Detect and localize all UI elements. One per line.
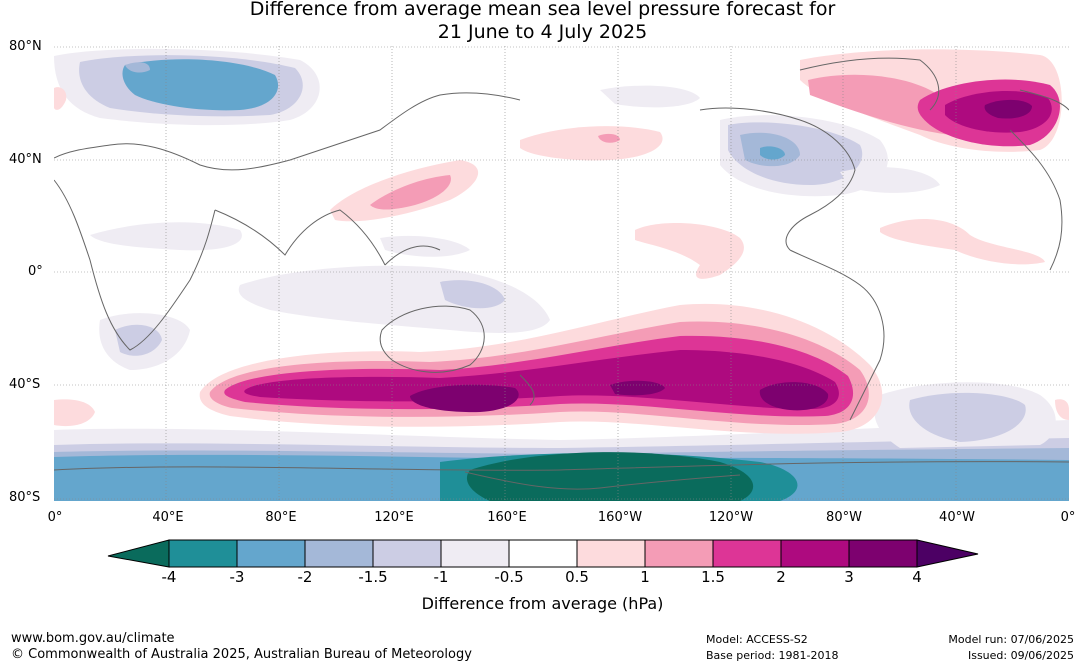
anomaly-field: [54, 46, 1069, 501]
colorbar-bin: [168, 539, 238, 568]
base-period: Base period: 1981-2018: [706, 649, 839, 662]
lat-label-80n: 80°N: [9, 39, 42, 54]
colorbar-bin: [236, 539, 306, 568]
lon-label-160e: 160°E: [487, 510, 527, 525]
colorbar-tick-label: -1.5: [358, 568, 388, 586]
lat-label-40s: 40°S: [9, 377, 41, 392]
issued-date: Issued: 09/06/2025: [967, 649, 1074, 662]
copyright-text: © Commonwealth of Australia 2025, Austra…: [11, 647, 472, 662]
colorbar-tick-label: -3: [229, 568, 245, 586]
model-name: Model: ACCESS-S2: [706, 633, 808, 646]
website-link[interactable]: www.bom.gov.au/climate: [11, 631, 175, 646]
colorbar-bin: [440, 539, 510, 568]
map-title-line2: 21 June to 4 July 2025: [437, 21, 648, 43]
colorbar-tick-label: -1: [433, 568, 449, 586]
colorbar-bin: [372, 539, 442, 568]
colorbar-tick-label: 0.5: [565, 568, 589, 586]
lon-label-120w: 120°W: [708, 510, 754, 525]
colorbar-tick-label: 2: [776, 568, 786, 586]
model-run-date: Model run: 07/06/2025: [948, 633, 1074, 646]
colorbar-tick-label: 1.5: [701, 568, 725, 586]
lon-label-0-left: 0°: [47, 510, 63, 525]
antarctic-strongest-negative: [466, 452, 754, 501]
colorbar-bin: [644, 539, 714, 568]
siberia-negative: [122, 59, 279, 111]
colorbar-tick-label: 3: [844, 568, 854, 586]
colorbar-title: Difference from average (hPa): [421, 594, 664, 613]
lon-label-40e: 40°E: [152, 510, 184, 525]
lat-label-40n: 40°N: [9, 152, 42, 167]
colorbar-min-extension: [107, 539, 170, 568]
colorbar-bin: [780, 539, 850, 568]
colorbar-bin: [304, 539, 374, 568]
colorbar-tick-label: 4: [912, 568, 922, 586]
colorbar-max-extension: [916, 539, 979, 568]
north-atlantic-strongest-positive: [984, 99, 1032, 119]
map-title-line1: Difference from average mean sea level p…: [249, 0, 836, 20]
lon-label-0-right: 0°: [1060, 510, 1076, 525]
lon-label-40w: 40°W: [939, 510, 975, 525]
colorbar-tick-label: -4: [161, 568, 177, 586]
lat-label-80s: 80°S: [9, 490, 41, 505]
colorbar-tick-label: 1: [640, 568, 650, 586]
lon-label-80w: 80°W: [826, 510, 862, 525]
colorbar-bin: [712, 539, 782, 568]
colorbar-tick-label: -2: [297, 568, 313, 586]
colorbar-bin: [576, 539, 646, 568]
coastlines: [54, 57, 1069, 490]
lon-label-160w: 160°W: [597, 510, 643, 525]
lon-label-120e: 120°E: [374, 510, 414, 525]
colorbar: [107, 539, 979, 568]
southern-strongest-positive: [410, 384, 519, 413]
colorbar-bin: [508, 539, 578, 568]
colorbar-tick-label: -0.5: [494, 568, 524, 586]
colorbar-bin: [848, 539, 918, 568]
lon-label-80e: 80°E: [265, 510, 297, 525]
graticule: [54, 46, 1069, 501]
lat-label-equator: 0°: [28, 264, 43, 279]
